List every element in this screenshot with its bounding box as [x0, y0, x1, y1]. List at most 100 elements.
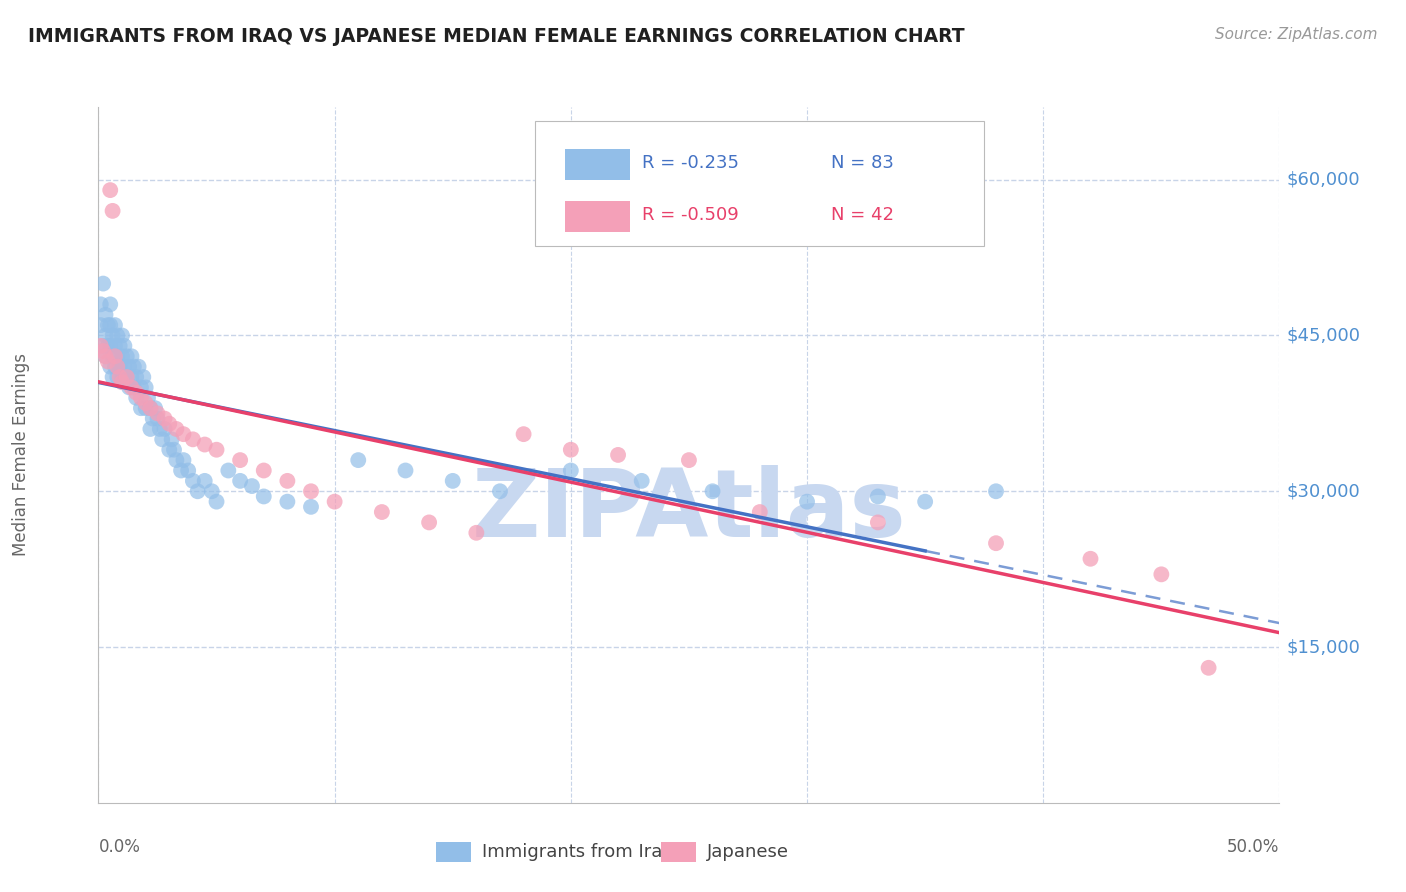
Point	[347, 453, 370, 467]
Point	[111, 376, 134, 390]
Point	[91, 277, 114, 291]
Point	[104, 339, 127, 353]
Point	[104, 359, 127, 374]
Point	[90, 339, 112, 353]
Point	[115, 349, 138, 363]
Point	[299, 484, 322, 499]
Text: R = -0.509: R = -0.509	[641, 206, 738, 224]
Point	[153, 411, 176, 425]
Point	[105, 370, 128, 384]
Point	[125, 370, 148, 384]
Point	[139, 401, 162, 416]
FancyBboxPatch shape	[536, 121, 984, 246]
Point	[165, 422, 187, 436]
Text: Japanese: Japanese	[707, 843, 789, 861]
Point	[143, 401, 166, 416]
Point	[94, 349, 117, 363]
Point	[97, 354, 120, 368]
Point	[98, 318, 121, 332]
Point	[866, 490, 889, 504]
Point	[217, 463, 239, 477]
Point	[139, 422, 162, 436]
Point	[170, 463, 193, 477]
Point	[121, 380, 143, 394]
Text: N = 83: N = 83	[831, 153, 894, 171]
Point	[276, 494, 298, 508]
Point	[489, 484, 512, 499]
Point	[122, 380, 145, 394]
Point	[112, 359, 135, 374]
Point	[94, 308, 117, 322]
Point	[94, 349, 117, 363]
Point	[135, 401, 157, 416]
Point	[98, 359, 121, 374]
Point	[984, 484, 1007, 499]
Point	[394, 463, 416, 477]
Point	[132, 370, 155, 384]
Point	[160, 433, 183, 447]
Point	[607, 448, 630, 462]
Point	[172, 427, 194, 442]
Point	[194, 437, 217, 451]
Point	[142, 411, 165, 425]
Point	[153, 422, 176, 436]
Point	[418, 516, 440, 530]
Point	[150, 433, 173, 447]
Text: 0.0%: 0.0%	[98, 838, 141, 856]
Point	[111, 349, 134, 363]
Point	[111, 370, 134, 384]
Point	[177, 463, 200, 477]
Point	[181, 433, 204, 447]
Text: 50.0%: 50.0%	[1227, 838, 1279, 856]
Text: Immigrants from Iraq: Immigrants from Iraq	[482, 843, 673, 861]
Point	[136, 391, 159, 405]
Point	[866, 516, 889, 530]
Point	[1080, 551, 1102, 566]
Point	[796, 494, 818, 508]
Point	[139, 401, 162, 416]
Point	[748, 505, 770, 519]
Point	[253, 490, 276, 504]
Point	[101, 203, 124, 218]
Point	[125, 385, 148, 400]
Point	[122, 359, 145, 374]
Point	[90, 297, 112, 311]
Point	[187, 484, 209, 499]
Point	[108, 339, 131, 353]
Text: N = 42: N = 42	[831, 206, 894, 224]
Point	[112, 339, 135, 353]
Point	[101, 370, 124, 384]
Point	[465, 525, 488, 540]
Point	[128, 359, 150, 374]
Point	[702, 484, 724, 499]
Point	[94, 328, 117, 343]
Point	[135, 380, 157, 394]
Point	[98, 339, 121, 353]
Point	[299, 500, 322, 514]
Text: R = -0.235: R = -0.235	[641, 153, 738, 171]
Text: $15,000: $15,000	[1286, 638, 1361, 656]
Text: $45,000: $45,000	[1286, 326, 1361, 344]
Point	[98, 183, 121, 197]
Point	[101, 349, 124, 363]
Point	[129, 380, 152, 394]
Point	[229, 453, 252, 467]
Text: ZIPAtlas: ZIPAtlas	[471, 465, 907, 557]
Text: IMMIGRANTS FROM IRAQ VS JAPANESE MEDIAN FEMALE EARNINGS CORRELATION CHART: IMMIGRANTS FROM IRAQ VS JAPANESE MEDIAN …	[28, 27, 965, 45]
Point	[371, 505, 394, 519]
Point	[276, 474, 298, 488]
Point	[253, 463, 276, 477]
Point	[441, 474, 464, 488]
Point	[201, 484, 224, 499]
Point	[91, 339, 114, 353]
Point	[118, 359, 141, 374]
Point	[105, 349, 128, 363]
Point	[172, 453, 194, 467]
Point	[90, 318, 112, 332]
Point	[146, 411, 169, 425]
Point	[240, 479, 263, 493]
Point	[105, 359, 128, 374]
Point	[98, 297, 121, 311]
Point	[118, 380, 141, 394]
Point	[146, 406, 169, 420]
